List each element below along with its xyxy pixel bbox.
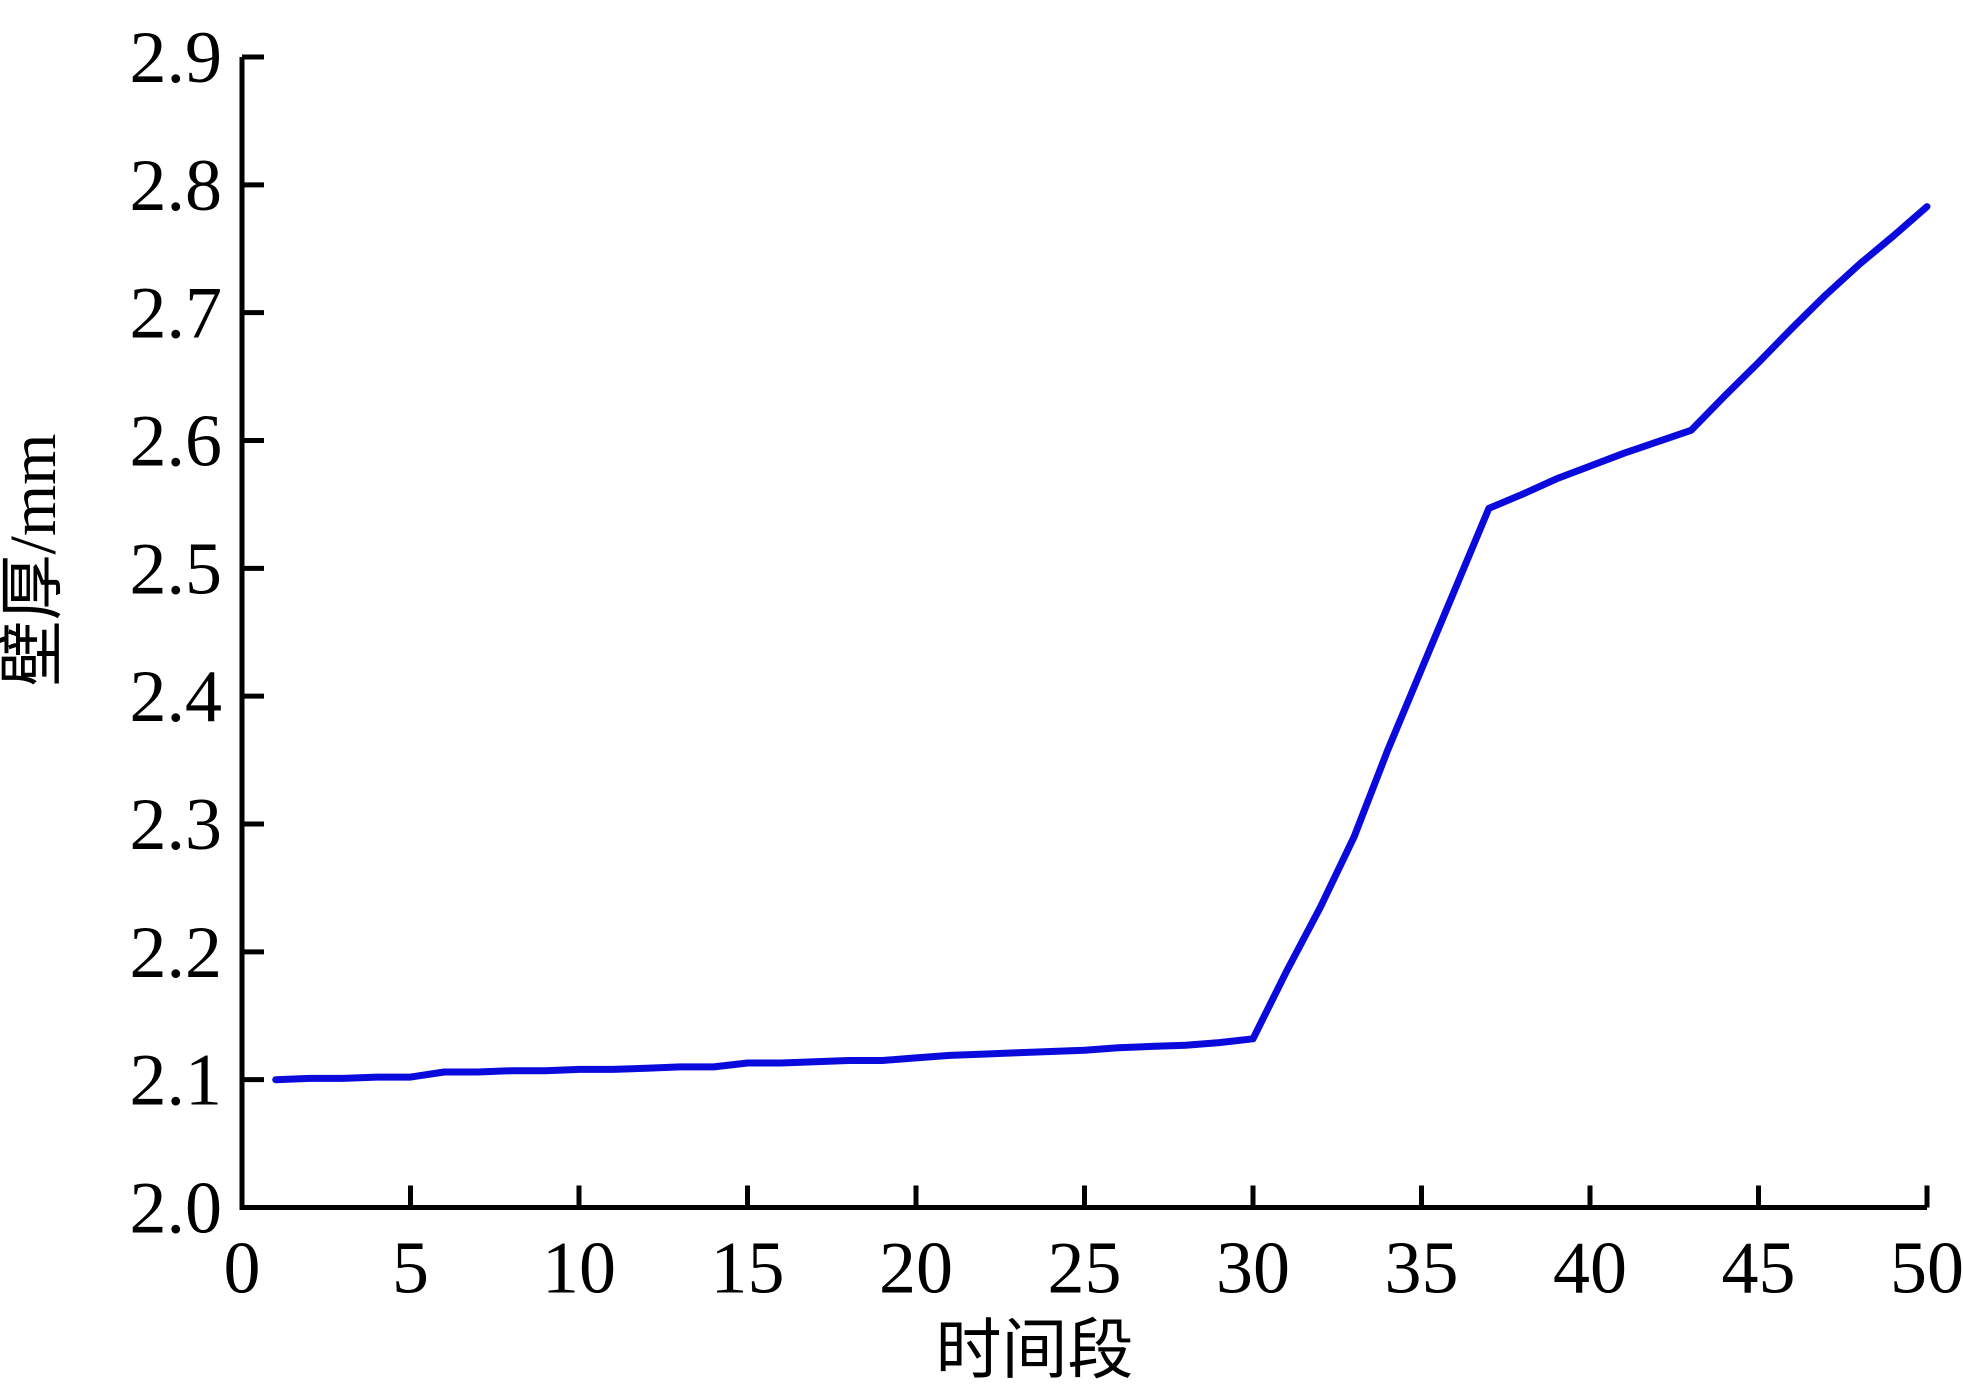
x-tick-label: 20 xyxy=(879,1228,953,1310)
y-tick-label: 2.8 xyxy=(130,145,223,227)
y-tick-label: 2.7 xyxy=(130,273,223,355)
x-tick-label: 10 xyxy=(542,1228,616,1310)
y-tick-label: 2.6 xyxy=(130,401,223,483)
y-tick-label: 2.3 xyxy=(130,784,223,866)
x-tick-label: 50 xyxy=(1890,1228,1963,1310)
x-tick-label: 0 xyxy=(224,1228,261,1310)
y-tick-label: 2.5 xyxy=(130,528,223,610)
y-tick-label: 2.9 xyxy=(130,17,223,99)
x-tick-label: 45 xyxy=(1722,1228,1796,1310)
y-tick-label: 2.0 xyxy=(130,1168,223,1250)
y-axis-label: 壁厚/mm xyxy=(0,433,70,686)
x-tick-label: 15 xyxy=(711,1228,785,1310)
x-axis-label: 时间段 xyxy=(936,1315,1134,1388)
y-tick-label: 2.2 xyxy=(130,912,223,994)
y-tick-label: 2.4 xyxy=(130,656,223,738)
x-tick-label: 35 xyxy=(1385,1228,1459,1310)
data-line-series xyxy=(272,203,1931,1084)
x-tick-label: 40 xyxy=(1553,1228,1627,1310)
x-tick-label: 30 xyxy=(1216,1228,1290,1310)
x-tick-label: 25 xyxy=(1048,1228,1122,1310)
y-tick-label: 2.1 xyxy=(130,1040,223,1122)
x-tick-label: 5 xyxy=(392,1228,429,1310)
